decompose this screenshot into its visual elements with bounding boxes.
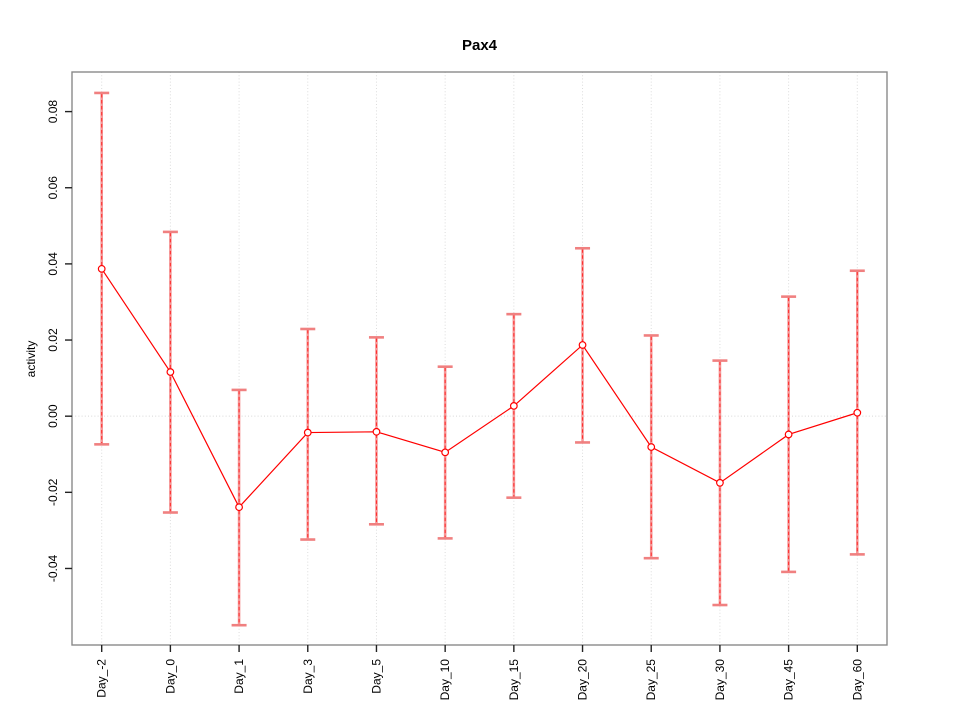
series-line [101, 268, 858, 509]
data-point-marker [716, 478, 724, 487]
data-point-marker [235, 503, 243, 512]
x-tick-label: Day_10 [438, 659, 452, 701]
x-tick-label: Day_15 [507, 659, 521, 701]
x-tick-label: Day_3 [301, 659, 315, 694]
y-tick-label: 0.02 [46, 328, 60, 352]
y-tick-label: 0.08 [46, 100, 60, 124]
plot-border [71, 71, 888, 646]
y-tick-label: -0.02 [46, 478, 60, 506]
y-tick-label: 0.06 [46, 176, 60, 200]
data-point-marker [372, 427, 381, 436]
data-point-marker [166, 368, 175, 376]
y-tick-label: -0.04 [46, 554, 60, 582]
x-tick-label: Day_5 [369, 659, 383, 694]
y-tick-label: 0.04 [46, 252, 60, 276]
x-tick-label: Day_-2 [95, 659, 109, 698]
x-tick-label: Day_0 [163, 659, 177, 694]
data-point-marker [97, 264, 106, 273]
y-axis-label: activity [24, 340, 38, 378]
data-point-marker [303, 428, 312, 437]
x-tick-label: Day_20 [576, 659, 590, 701]
x-tick-label: Day_60 [850, 659, 864, 701]
data-point-marker [509, 402, 518, 410]
x-tick-label: Day_1 [232, 659, 246, 694]
x-tick-label: Day_30 [713, 659, 727, 701]
x-tick-label: Day_25 [644, 659, 658, 701]
data-point-marker [578, 341, 587, 349]
data-point-marker [853, 408, 862, 417]
y-tick-label: 0.00 [46, 404, 60, 428]
data-point-marker [647, 443, 656, 451]
data-point-marker [441, 448, 450, 457]
chart-title: Pax4 [461, 37, 498, 54]
x-tick-label: Day_45 [782, 659, 796, 701]
data-point-marker [784, 430, 793, 439]
